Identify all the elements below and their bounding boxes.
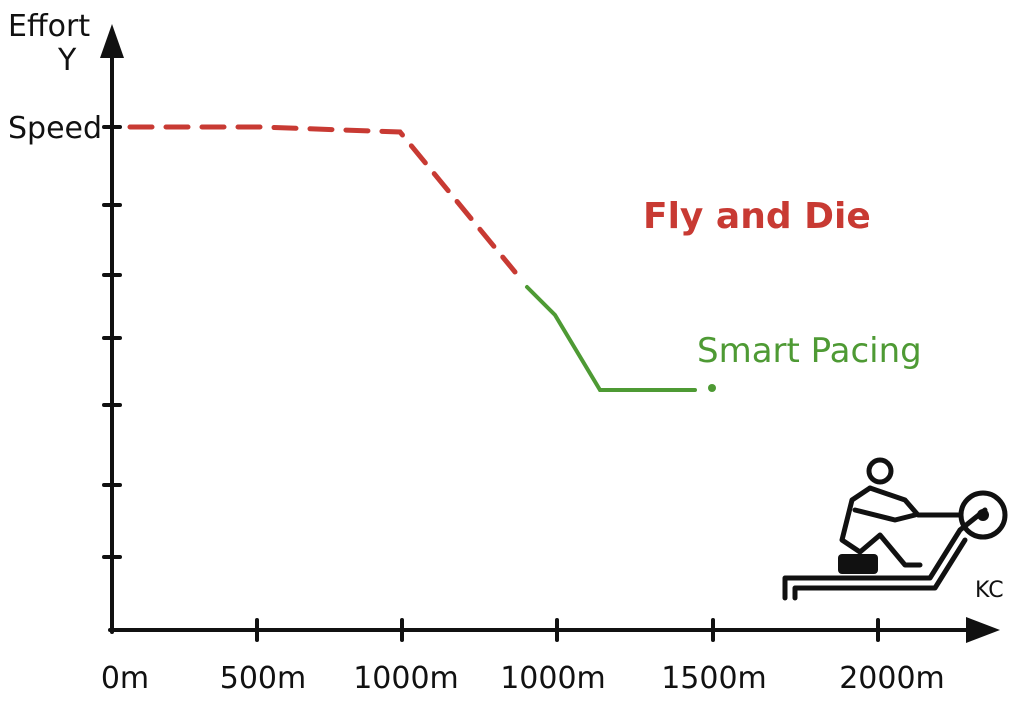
smart-pacing-label: Smart Pacing <box>697 331 922 371</box>
smart-pacing-dot <box>708 384 716 392</box>
fly-and-die-label: Fly and Die <box>643 196 871 237</box>
kc-label: KC <box>975 578 1004 603</box>
fly-and-die-line <box>127 124 518 275</box>
y-ticks <box>102 125 122 559</box>
x-ticks <box>255 618 880 642</box>
flywheel-hub <box>977 509 989 521</box>
y-arrow <box>100 24 124 58</box>
smart-pacing-line <box>525 285 697 392</box>
x-label: 2000m <box>839 661 945 696</box>
y-axis-label: Speed <box>8 111 102 146</box>
x-label: 1000m <box>500 661 606 696</box>
y-axis-title: Effort <box>8 9 90 44</box>
x-label: 1500m <box>661 661 767 696</box>
y-axis-symbol: Y <box>57 43 77 78</box>
x-label: 0m <box>101 661 149 696</box>
x-arrow <box>966 617 1000 643</box>
seat <box>838 554 878 574</box>
x-label: 1000m <box>353 661 459 696</box>
x-label: 500m <box>220 661 306 696</box>
x-labels: 0m 500m 1000m 1000m 1500m 2000m <box>101 661 945 696</box>
rower-icon <box>782 457 1008 601</box>
